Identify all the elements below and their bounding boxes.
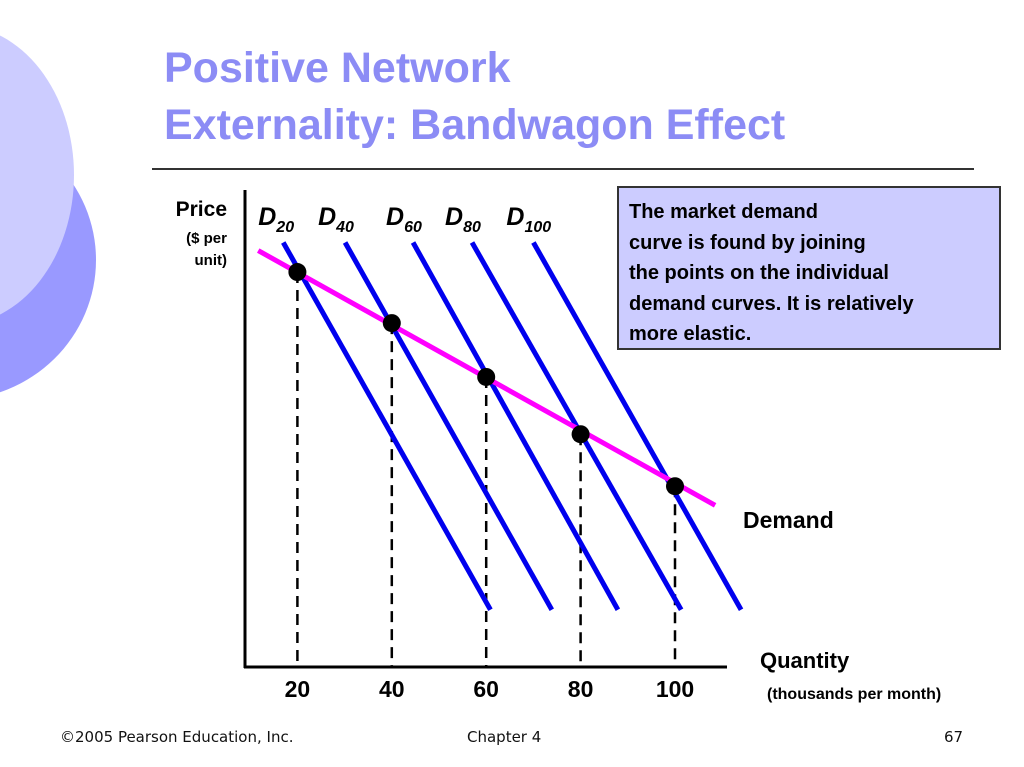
y-label-line: unit)	[195, 252, 227, 269]
x-tick-label: 60	[473, 676, 499, 702]
x-axis-sublabel: (thousands per month)	[767, 686, 941, 703]
equilibrium-point	[288, 263, 307, 282]
individual-demand-curve-d20	[281, 241, 493, 611]
curve-label-d100: D100	[506, 203, 551, 236]
equilibrium-point	[571, 425, 590, 444]
info-box: The market demand curve is found by join…	[617, 186, 1001, 350]
y-label-line: ($ per	[186, 230, 227, 247]
x-tick-label: 80	[568, 676, 594, 702]
bandwagon-chart: Price ($ per unit) 20 40 60 80 100 D20 D40 D60…	[176, 190, 941, 703]
title-line-2: Externality: Bandwagon Effect	[164, 101, 786, 149]
curve-label-d80: D80	[445, 203, 481, 236]
decorative-circle-light	[0, 35, 74, 315]
equilibrium-point	[666, 477, 684, 496]
curve-label-d40: D40	[318, 203, 354, 236]
info-line: more elastic.	[629, 323, 752, 345]
x-tick-label: 40	[379, 676, 405, 702]
curve-label-subscript: 20	[275, 219, 294, 236]
decorative-circles	[0, 35, 96, 393]
curve-label-subscript: 80	[463, 219, 481, 236]
curve-label-d20: D20	[258, 203, 294, 236]
title-line-1: Positive Network	[164, 44, 511, 92]
individual-demand-curve-d100	[531, 241, 744, 611]
info-line: The market demand	[629, 201, 818, 223]
x-tick-label: 100	[656, 676, 694, 702]
market-demand-label: Demand	[743, 507, 834, 533]
curve-label-subscript: 40	[335, 219, 354, 236]
individual-demand-curve-d40	[342, 241, 554, 611]
slide-title: Positive Network Externality: Bandwagon …	[164, 40, 785, 154]
info-line: the points on the individual	[629, 262, 889, 284]
x-axis-label: Quantity	[760, 648, 850, 673]
footer-copyright: ©2005 Pearson Education, Inc.	[60, 728, 294, 746]
curve-label-subscript: 100	[524, 219, 551, 236]
equilibrium-point	[382, 314, 401, 333]
footer-chapter: Chapter 4	[467, 728, 542, 746]
curve-label-subscript: 60	[404, 219, 422, 236]
individual-demand-curve-d60	[410, 241, 621, 611]
info-line: curve is found by joining	[629, 231, 866, 254]
info-line: demand curves. It is relatively	[629, 292, 914, 315]
x-tick-label: 20	[285, 676, 311, 702]
equilibrium-point	[477, 367, 496, 386]
title-divider	[152, 168, 974, 170]
y-axis-label: Price ($ per unit)	[176, 198, 228, 269]
y-label-line: Price	[176, 198, 227, 221]
footer-page-number: 67	[944, 728, 964, 746]
curve-label-d60: D60	[386, 203, 422, 236]
